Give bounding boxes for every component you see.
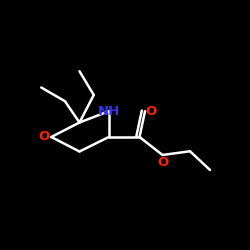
Text: NH: NH [98, 105, 120, 118]
Text: O: O [146, 105, 157, 118]
Text: O: O [38, 130, 50, 143]
Text: O: O [157, 156, 168, 170]
